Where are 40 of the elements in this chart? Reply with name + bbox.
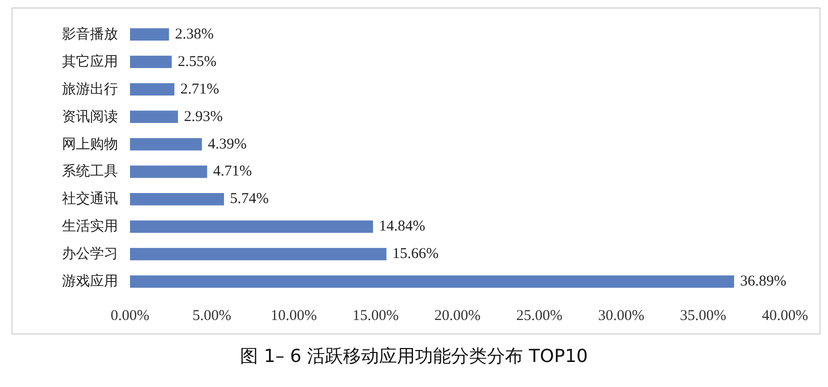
x-tick-label: 15.00% [352, 308, 399, 324]
x-tick-label: 0.00% [110, 308, 150, 324]
bar [130, 110, 178, 123]
x-tick-label: 25.00% [516, 308, 562, 324]
bar [130, 83, 174, 96]
y-tick-label: 办公学习 [62, 246, 118, 262]
y-tick-label: 社交通讯 [62, 191, 118, 208]
bar [130, 138, 202, 150]
data-label: 15.66% [392, 246, 439, 262]
data-label: 4.71% [213, 164, 252, 180]
data-label: 2.71% [180, 81, 220, 98]
x-tick-label: 35.00% [680, 308, 726, 324]
bar [130, 28, 169, 41]
x-tick-label: 40.00% [762, 308, 808, 324]
data-label: 2.93% [184, 108, 223, 125]
bar [130, 248, 386, 260]
y-tick-label: 资讯阅读 [62, 108, 118, 125]
data-label: 5.74% [230, 191, 269, 208]
text: 图 1– 6 活跃移动应用功能分类分布 TOP10 [240, 346, 588, 367]
data-label: 36.89% [740, 274, 786, 290]
y-tick-label: 影音播放 [62, 26, 118, 42]
x-tick-label: 10.00% [270, 308, 317, 324]
y-tick-label: 旅游出行 [62, 81, 118, 98]
bar [130, 193, 224, 206]
data-label: 2.38% [174, 26, 214, 42]
bar [130, 275, 734, 288]
data-label: 2.55% [178, 54, 217, 70]
x-tick-label: 30.00% [598, 308, 644, 324]
x-tick-label: 20.00% [434, 308, 481, 324]
bar [130, 220, 374, 233]
y-tick-label: 生活实用 [62, 218, 118, 235]
bar [130, 56, 172, 68]
y-tick-label: 系统工具 [62, 164, 118, 180]
y-tick-label: 网上购物 [62, 136, 118, 152]
y-tick-label: 其它应用 [62, 54, 118, 70]
data-label: 14.84% [379, 218, 426, 235]
x-tick-label: 5.00% [192, 308, 232, 324]
data-label: 4.39% [208, 136, 247, 152]
bar [130, 166, 208, 178]
y-tick-label: 游戏应用 [62, 274, 118, 290]
